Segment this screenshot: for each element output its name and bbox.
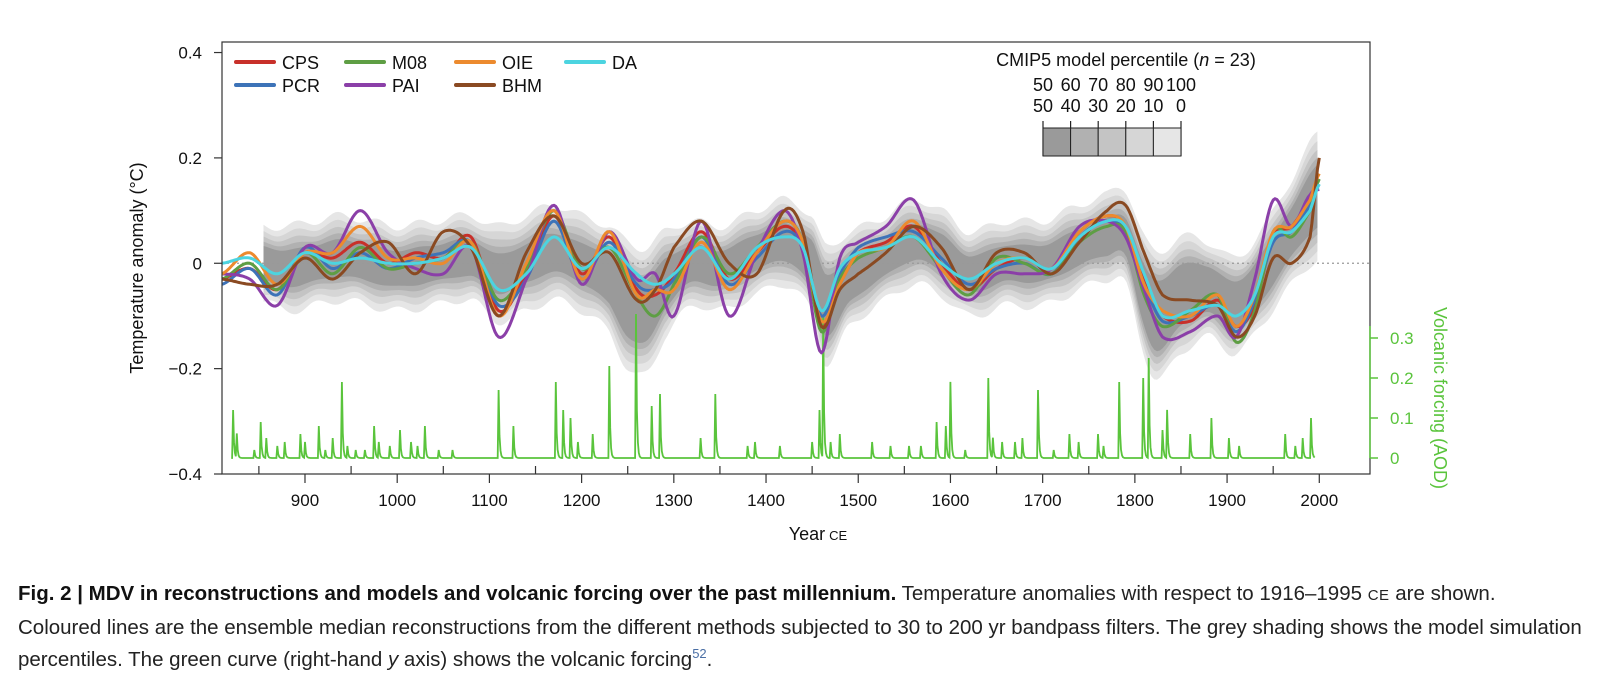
legend-label-da: DA <box>612 53 637 73</box>
y-tick-label: 0.4 <box>178 44 202 63</box>
chart-canvas: 900 1000 1100 1200 1300 1400 1500 1600 1700 1800 1… <box>127 41 1450 544</box>
series-line-da <box>221 183 1321 320</box>
percentile-upper-label: 60 <box>1061 75 1081 95</box>
x-tick-label: 1100 <box>471 491 508 510</box>
percentile-lower-label: 0 <box>1176 96 1186 116</box>
percentile-lower-label: 10 <box>1143 96 1163 116</box>
x-axis-title: Year CE <box>789 524 848 544</box>
plot-frame <box>221 41 1371 475</box>
percentile-upper-label: 70 <box>1088 75 1108 95</box>
x-tick-label: 1700 <box>1024 491 1062 510</box>
percentile-upper-label: 80 <box>1116 75 1136 95</box>
y-tick-label: 0 <box>193 254 202 273</box>
caption-text-2: are shown. Coloured lines are the ensemb… <box>18 582 1582 671</box>
legend-label-pai: PAI <box>392 76 420 96</box>
percentile-lower-label: 20 <box>1116 96 1136 116</box>
legend-label-pcr: PCR <box>282 76 320 96</box>
percentile-swatch <box>1097 127 1127 157</box>
x-tick-label: 1800 <box>1116 491 1154 510</box>
caption-text-1: Temperature anomalies with respect to 19… <box>896 582 1368 605</box>
x-tick-label: 1000 <box>378 491 416 510</box>
legend: CPS PCR M08 PAI OIE BHM DA <box>234 53 637 96</box>
shading-band-4 <box>263 164 1318 352</box>
x-tick-label: 2000 <box>1300 491 1338 510</box>
volcanic-tick-label: 0.2 <box>1390 369 1414 388</box>
percentile-swatch <box>1125 127 1154 157</box>
legend-label-cps: CPS <box>282 53 319 73</box>
y-tick-label: 0.2 <box>178 149 202 168</box>
percentile-upper-label: 90 <box>1143 75 1163 95</box>
legend-label-bhm: BHM <box>502 76 542 96</box>
figure-caption: Fig. 2 | MDV in reconstructions and mode… <box>18 578 1583 676</box>
x-axis: 900 1000 1100 1200 1300 1400 1500 1600 1700 1800 1… <box>258 466 1338 510</box>
caption-title: Fig. 2 | MDV in reconstructions and mode… <box>18 582 897 605</box>
percentile-swatch <box>1070 127 1099 157</box>
y-axis-title: Temperature anomaly (°C) <box>127 162 147 373</box>
percentile-lower-label: 30 <box>1088 96 1108 116</box>
percentile-key-title: CMIP5 model percentile (n = 23) <box>996 50 1256 70</box>
percentile-swatch <box>1152 127 1182 157</box>
y-tick-label: −0.2 <box>168 360 202 379</box>
volcanic-axis-title: Volcanic forcing (AOD) <box>1430 307 1450 489</box>
percentile-lower-label: 50 <box>1033 96 1053 116</box>
volcanic-tick-label: 0 <box>1390 449 1399 468</box>
volcanic-axis: 0 0.1 0.2 0.3 <box>1369 326 1414 468</box>
series-line-oie <box>221 172 1321 328</box>
caption-text-4: . <box>706 648 713 671</box>
volcanic-forcing-line <box>231 313 1316 460</box>
model-percentile-shading <box>263 131 1318 380</box>
caption-y: y <box>387 648 399 671</box>
legend-label-m08: M08 <box>392 53 427 73</box>
x-tick-label: 1300 <box>655 491 693 510</box>
volcanic-forcing-series <box>231 313 1316 460</box>
y-tick-label: −0.4 <box>168 465 202 484</box>
y-axis: 0.4 0.2 0 −0.2 −0.4 <box>168 44 222 484</box>
figure: 900 1000 1100 1200 1300 1400 1500 1600 1700 1800 1… <box>127 41 1450 544</box>
caption-text-3: axis) shows the volcanic forcing <box>398 648 693 671</box>
caption-ce: CE <box>1367 587 1390 604</box>
x-tick-label: 1500 <box>839 491 877 510</box>
volcanic-tick-label: 0.3 <box>1390 329 1414 348</box>
legend-label-oie: OIE <box>502 53 533 73</box>
percentile-upper-label: 100 <box>1166 75 1196 95</box>
reconstruction-series <box>221 157 1321 355</box>
x-tick-label: 900 <box>291 491 319 510</box>
caption-reference: 52 <box>692 646 707 662</box>
percentile-swatch <box>1042 127 1072 157</box>
percentile-lower-label: 40 <box>1061 96 1081 116</box>
x-tick-label: 1600 <box>932 491 970 510</box>
x-tick-label: 1900 <box>1208 491 1246 510</box>
volcanic-tick-label: 0.1 <box>1390 409 1414 428</box>
x-tick-label: 1200 <box>563 491 601 510</box>
percentile-upper-label: 50 <box>1033 75 1053 95</box>
x-tick-label: 1400 <box>747 491 785 510</box>
